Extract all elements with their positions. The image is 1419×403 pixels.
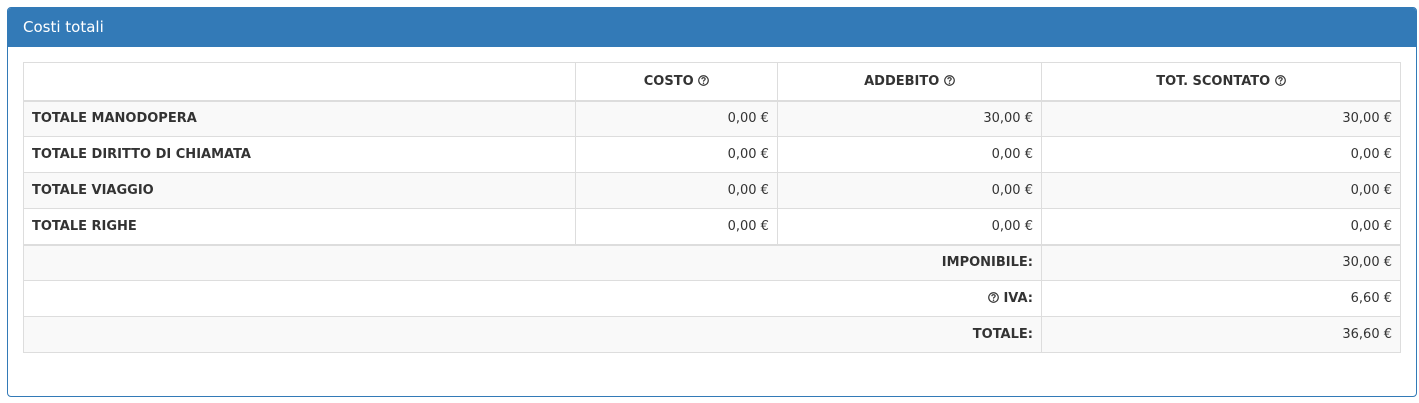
cost-value: 30,00 € — [776, 100, 1042, 137]
row-label: TOTALE DIRITTO DI CHIAMATA — [23, 136, 576, 173]
panel: Costi totali COSTO ADDEBITO TOT. SCONTAT… — [7, 7, 1417, 397]
cost-row: TOTALE MANODOPERA 0,00 €30,00 €30,00 € — [23, 100, 1402, 137]
help-icon[interactable] — [988, 292, 999, 303]
help-icon[interactable] — [698, 74, 710, 86]
cost-value: 0,00 € — [776, 136, 1042, 173]
cost-value: 0,00 € — [1040, 208, 1402, 245]
cost-value: 0,00 € — [575, 172, 778, 209]
summary-value: 6,60 € — [1040, 280, 1402, 317]
header-cell — [23, 62, 576, 102]
costs-table: COSTO ADDEBITO TOT. SCONTATO TOTALE MANO… — [23, 62, 1402, 353]
summary-value: 30,00 € — [1040, 243, 1402, 281]
header-text: TOT. SCONTATO — [1156, 73, 1271, 89]
summary-value: 36,60 € — [1040, 316, 1402, 353]
header-text: COSTO — [643, 73, 694, 89]
summary-label: TOTALE: — [972, 327, 1033, 342]
cost-value: 0,00 € — [575, 208, 778, 245]
summary-row: TOTALE: 36,60 € — [23, 316, 1402, 353]
cost-value: 30,00 € — [1040, 100, 1402, 137]
cost-row: TOTALE DIRITTO DI CHIAMATA 0,00 €0,00 €0,… — [23, 136, 1402, 173]
row-label: TOTALE VIAGGIO — [23, 172, 576, 209]
row-label: TOTALE RIGHE — [23, 208, 576, 245]
cost-value: 0,00 € — [1040, 172, 1402, 209]
summary-label-cell: IVA: — [23, 280, 1042, 317]
summary-label-cell: TOTALE: — [23, 316, 1042, 353]
header-row: COSTO ADDEBITO TOT. SCONTATO — [23, 62, 1402, 102]
table-body: TOTALE MANODOPERA 0,00 €30,00 €30,00 € TOT… — [23, 100, 1402, 353]
help-icon[interactable] — [943, 74, 955, 86]
cost-value: 0,00 € — [575, 136, 778, 173]
cost-value: 0,00 € — [575, 100, 778, 137]
header-cell: TOT. SCONTATO — [1040, 62, 1402, 102]
cost-value: 0,00 € — [1040, 136, 1402, 173]
cost-value: 0,00 € — [776, 208, 1042, 245]
summary-label: IVA: — [1003, 291, 1033, 306]
cost-row: TOTALE VIAGGIO 0,00 €0,00 €0,00 € — [23, 172, 1402, 209]
summary-row: IMPONIBILE: 30,00 € — [23, 243, 1402, 281]
summary-label: IMPONIBILE: — [941, 255, 1033, 271]
panel-title: Costi totali — [8, 8, 1416, 47]
summary-label-cell: IMPONIBILE: — [23, 243, 1042, 281]
header-text: ADDEBITO — [864, 73, 940, 89]
help-icon[interactable] — [1274, 74, 1286, 86]
cost-value: 0,00 € — [776, 172, 1042, 209]
cost-row: TOTALE RIGHE 0,00 €0,00 €0,00 € — [23, 208, 1402, 245]
row-label: TOTALE MANODOPERA — [23, 100, 576, 137]
header-cell: COSTO — [575, 62, 778, 102]
summary-row: IVA: 6,60 € — [23, 280, 1402, 317]
header-cell: ADDEBITO — [776, 62, 1042, 102]
